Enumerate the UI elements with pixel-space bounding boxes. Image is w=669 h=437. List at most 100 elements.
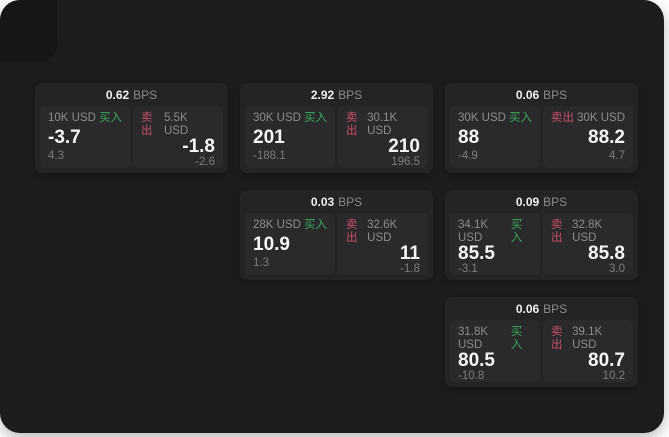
spread-unit: BPS <box>133 87 158 102</box>
sell-side-label: 卖出 <box>551 326 563 351</box>
buy-label-row: 10K USD 买入 <box>48 112 122 125</box>
buy-amount: 30K USD <box>458 112 506 124</box>
buy-delta: -3.1 <box>458 263 478 276</box>
spread-value: 0.06 <box>515 87 540 102</box>
sell-delta: 3.0 <box>609 263 625 276</box>
sell-label-row: 卖出 39.1K USD <box>551 326 625 351</box>
quote-card: 0.62 BPS 10K USD 买入 -3.7 4.3 卖出 5.5K USD… <box>35 83 228 173</box>
quote-panels: 34.1K USD 买入 85.5 -3.1 卖出 32.8K USD 85.8… <box>445 213 638 275</box>
buy-panel[interactable]: 30K USD 买入 88 -4.9 <box>450 106 540 168</box>
sell-amount: 30.1K USD <box>367 112 398 137</box>
quote-card: 0.06 BPS 30K USD 买入 88 -4.9 卖出 30K USD 8… <box>445 83 638 173</box>
sell-delta: -2.6 <box>195 156 215 169</box>
quote-panels: 30K USD 买入 88 -4.9 卖出 30K USD 88.2 4.7 <box>445 106 638 168</box>
spread-value: 0.03 <box>310 194 335 209</box>
sell-amount: 32.6K USD <box>367 219 398 244</box>
buy-price: 85.5 <box>458 243 495 265</box>
sell-label-row: 卖出 30K USD <box>551 112 625 125</box>
sell-price: 85.8 <box>588 243 625 265</box>
sell-delta: -1.8 <box>400 263 420 276</box>
spread-unit: BPS <box>543 194 568 209</box>
sell-side-label: 卖出 <box>551 219 563 244</box>
sell-side-label: 卖出 <box>551 112 574 124</box>
buy-amount: 10K USD <box>48 112 96 124</box>
buy-price: 88 <box>458 127 480 148</box>
spread-unit: BPS <box>338 87 363 102</box>
spread-header: 0.03 BPS <box>240 190 433 213</box>
buy-price: 80.5 <box>458 350 495 372</box>
sell-amount: 32.8K USD <box>572 219 603 244</box>
buy-delta: -188.1 <box>253 150 286 163</box>
sell-delta: 4.7 <box>609 150 625 163</box>
quote-card: 0.09 BPS 34.1K USD 买入 85.5 -3.1 卖出 32.8K… <box>445 190 638 280</box>
buy-delta: -4.9 <box>458 150 478 163</box>
buy-side-label: 买入 <box>509 112 532 124</box>
quote-card: 0.06 BPS 31.8K USD 买入 80.5 -10.8 卖出 39.1… <box>445 297 638 387</box>
buy-price: -3.7 <box>48 127 81 148</box>
sell-panel[interactable]: 卖出 5.5K USD -1.8 -2.6 <box>133 106 223 168</box>
sell-price: 80.7 <box>588 350 625 372</box>
spread-value: 0.62 <box>105 87 130 102</box>
spread-unit: BPS <box>543 87 568 102</box>
sell-price: 88.2 <box>588 127 625 148</box>
buy-label-row: 28K USD 买入 <box>253 219 327 232</box>
sell-side-label: 卖出 <box>346 219 358 244</box>
buy-amount: 28K USD <box>253 219 301 231</box>
sell-side-label: 卖出 <box>346 112 358 137</box>
buy-price: 201 <box>253 127 285 148</box>
spread-header: 0.09 BPS <box>445 190 638 213</box>
buy-side-label: 买入 <box>510 219 523 244</box>
sell-delta: 196.5 <box>391 156 420 169</box>
buy-panel[interactable]: 28K USD 买入 10.9 1.3 <box>245 213 335 275</box>
sell-label-row: 卖出 32.6K USD <box>346 219 420 244</box>
sell-amount: 5.5K USD <box>163 112 189 137</box>
sell-panel[interactable]: 卖出 30.1K USD 210 196.5 <box>338 106 428 168</box>
sell-label-row: 卖出 32.8K USD <box>551 219 625 244</box>
spread-value: 0.06 <box>515 301 540 316</box>
buy-delta: 4.3 <box>48 150 64 163</box>
buy-panel[interactable]: 10K USD 买入 -3.7 4.3 <box>40 106 130 168</box>
sell-label-row: 卖出 5.5K USD <box>141 112 215 137</box>
spread-value: 2.92 <box>310 87 335 102</box>
sell-amount: 39.1K USD <box>572 326 603 351</box>
sell-amount: 30K USD <box>577 112 625 124</box>
quote-card: 2.92 BPS 30K USD 买入 201 -188.1 卖出 30.1K … <box>240 83 433 173</box>
buy-side-label: 买入 <box>304 219 327 231</box>
buy-delta: -10.8 <box>458 370 485 383</box>
spread-header: 0.06 BPS <box>445 297 638 320</box>
buy-label-row: 34.1K USD 买入 <box>458 219 532 244</box>
quote-card: 0.03 BPS 28K USD 买入 10.9 1.3 卖出 32.6K US… <box>240 190 433 280</box>
buy-panel[interactable]: 31.8K USD 买入 80.5 -10.8 <box>450 320 540 382</box>
quote-panels: 28K USD 买入 10.9 1.3 卖出 32.6K USD 11 -1.8 <box>240 213 433 275</box>
buy-label-row: 31.8K USD 买入 <box>458 326 532 351</box>
buy-panel[interactable]: 30K USD 买入 201 -188.1 <box>245 106 335 168</box>
buy-label-row: 30K USD 买入 <box>253 112 327 125</box>
spread-header: 0.62 BPS <box>35 83 228 106</box>
buy-panel[interactable]: 34.1K USD 买入 85.5 -3.1 <box>450 213 540 275</box>
buy-amount: 34.1K USD <box>458 219 489 244</box>
spread-value: 0.09 <box>515 194 540 209</box>
buy-delta: 1.3 <box>253 257 269 270</box>
corner-logo <box>0 0 57 62</box>
sell-price: 11 <box>399 243 420 265</box>
sell-panel[interactable]: 卖出 30K USD 88.2 4.7 <box>543 106 633 168</box>
sell-delta: 10.2 <box>602 370 625 383</box>
buy-side-label: 买入 <box>510 326 523 351</box>
buy-amount: 31.8K USD <box>458 326 489 351</box>
sell-panel[interactable]: 卖出 39.1K USD 80.7 10.2 <box>543 320 633 382</box>
sell-price: -1.8 <box>182 136 215 158</box>
quote-panels: 31.8K USD 买入 80.5 -10.8 卖出 39.1K USD 80.… <box>445 320 638 382</box>
spread-unit: BPS <box>543 301 568 316</box>
quote-panels: 10K USD 买入 -3.7 4.3 卖出 5.5K USD -1.8 -2.… <box>35 106 228 168</box>
sell-side-label: 卖出 <box>141 112 153 137</box>
sell-panel[interactable]: 卖出 32.8K USD 85.8 3.0 <box>543 213 633 275</box>
sell-label-row: 卖出 30.1K USD <box>346 112 420 137</box>
spread-header: 0.06 BPS <box>445 83 638 106</box>
sell-price: 210 <box>388 136 420 158</box>
buy-amount: 30K USD <box>253 112 301 124</box>
spread-header: 2.92 BPS <box>240 83 433 106</box>
sell-panel[interactable]: 卖出 32.6K USD 11 -1.8 <box>338 213 428 275</box>
buy-side-label: 买入 <box>304 112 327 124</box>
buy-price: 10.9 <box>253 234 290 255</box>
